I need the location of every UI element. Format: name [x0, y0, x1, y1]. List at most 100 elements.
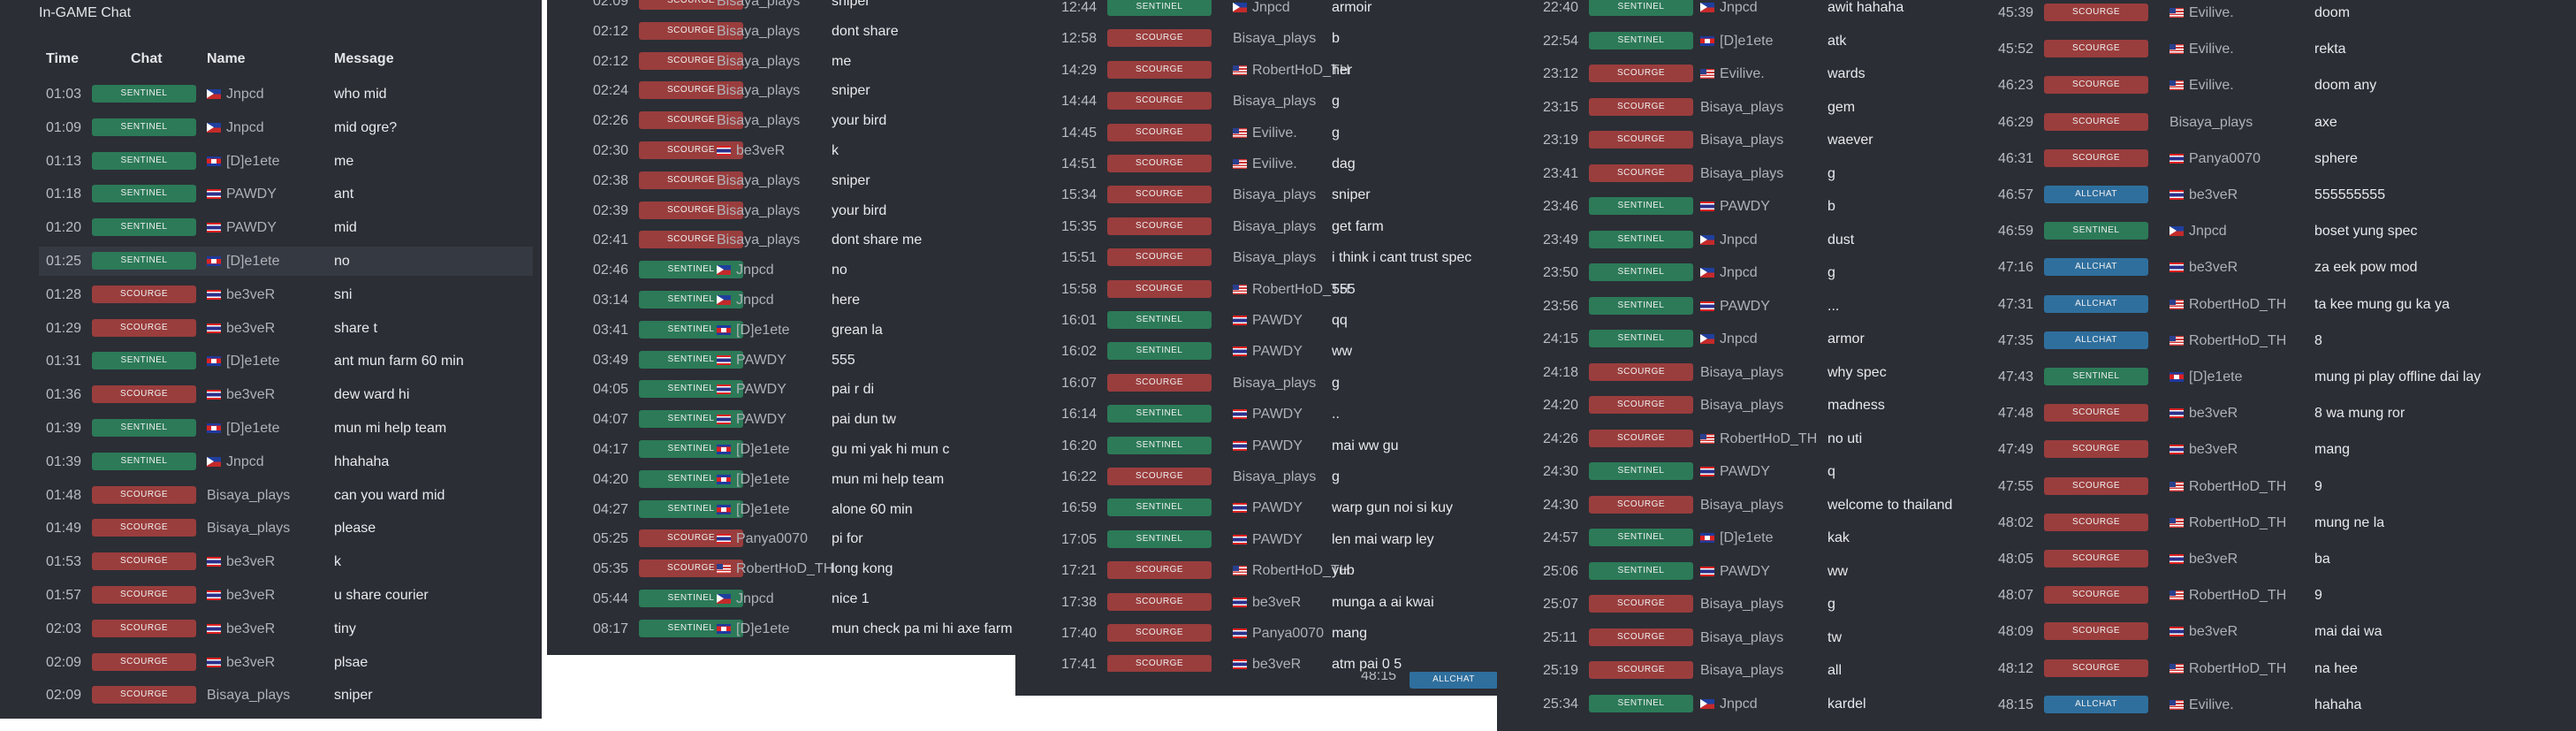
- player-name[interactable]: RobertHoD_TH: [2189, 588, 2287, 604]
- player-name[interactable]: Jnpcd: [1720, 232, 1758, 247]
- player-name[interactable]: [D]e1ete: [226, 153, 280, 169]
- player-name[interactable]: Jnpcd: [226, 87, 264, 102]
- player-name[interactable]: PAWDY: [1252, 531, 1303, 547]
- player-name[interactable]: Bisaya_plays: [1700, 398, 1784, 413]
- chat-row[interactable]: 23:56 SENTINEL PAWDY...: [1536, 292, 1943, 321]
- chat-row[interactable]: 01:31 SENTINEL [D]e1ete ant mun farm 60 min: [39, 346, 533, 376]
- chat-row[interactable]: 25:11 SCOURGE Bisaya_plays tw: [1536, 623, 1943, 652]
- chat-row[interactable]: 01:18 SENTINEL PAWDY ant: [39, 179, 533, 209]
- chat-row[interactable]: 46:23 SCOURGE Evilive. doom any: [1991, 71, 2567, 100]
- player-name[interactable]: Evilive.: [1252, 156, 1297, 171]
- player-name[interactable]: Evilive.: [1720, 66, 1765, 81]
- chat-row[interactable]: 24:18 SCOURGE Bisaya_plays why spec: [1536, 358, 1943, 387]
- chat-row[interactable]: 02:09 SCOURGE be3veR plsae: [39, 648, 533, 677]
- player-name[interactable]: PAWDY: [1720, 464, 1770, 479]
- chat-row[interactable]: 16:20 SENTINEL PAWDY mai ww gu: [1054, 431, 1488, 461]
- player-name[interactable]: Jnpcd: [226, 453, 264, 469]
- player-name[interactable]: PAWDY: [226, 220, 277, 236]
- chat-row[interactable]: 03:41 SENTINEL [D]e1ete grean la: [586, 316, 1007, 345]
- player-name[interactable]: Bisaya_plays: [717, 232, 801, 248]
- chat-row[interactable]: 48:07 SCOURGE RobertHoD_TH 9: [1991, 581, 2567, 610]
- player-name[interactable]: RobertHoD_TH: [1252, 563, 1350, 579]
- player-name[interactable]: Bisaya_plays: [1700, 497, 1784, 513]
- chat-row[interactable]: 25:19 SCOURGE Bisaya_plays all: [1536, 656, 1943, 685]
- chat-row[interactable]: 02:38 SCOURGE Bisaya_plays sniper: [586, 166, 1007, 195]
- chat-row[interactable]: 16:59 SENTINEL PAWDY warp gun noi si kuy: [1054, 493, 1488, 522]
- chat-row[interactable]: 47:55 SCOURGE RobertHoD_TH 9: [1991, 472, 2567, 501]
- player-name[interactable]: Evilive.: [2189, 42, 2234, 57]
- chat-row[interactable]: 16:22 SCOURGE Bisaya_plays g: [1054, 462, 1488, 491]
- player-name[interactable]: Jnpcd: [2189, 224, 2227, 240]
- player-name[interactable]: Jnpcd: [736, 263, 774, 278]
- player-name[interactable]: PAWDY: [1252, 313, 1303, 328]
- chat-row[interactable]: 08:17 SENTINEL [D]e1ete mun check pa mi hi …: [586, 614, 1015, 643]
- player-name[interactable]: be3veR: [226, 387, 276, 403]
- player-name[interactable]: be3veR: [226, 621, 276, 636]
- chat-row[interactable]: 01:29 SCOURGE be3veR share t: [39, 314, 533, 343]
- chat-row[interactable]: 01:36 SCOURGE be3veR dew ward hi: [39, 380, 533, 409]
- player-name[interactable]: be3veR: [226, 320, 276, 336]
- chat-row[interactable]: 48:12 SCOURGE RobertHoD_TH na hee: [1991, 654, 2567, 683]
- player-name[interactable]: Bisaya_plays: [1233, 94, 1317, 110]
- chat-row[interactable]: 22:40 SENTINEL Jnpcd awit hahaha: [1536, 0, 1943, 22]
- chat-row[interactable]: 14:45 SCOURGE Evilive. g: [1054, 118, 1488, 148]
- chat-row[interactable]: 25:07 SCOURGE Bisaya_plays g: [1536, 590, 1943, 619]
- chat-row[interactable]: 16:02 SENTINEL PAWDY ww: [1054, 337, 1488, 366]
- chat-row[interactable]: 24:20 SCOURGE Bisaya_plays madness: [1536, 391, 1943, 420]
- player-name[interactable]: Panya0070: [2189, 150, 2261, 166]
- chat-row[interactable]: 16:14 SENTINEL PAWDY..: [1054, 400, 1488, 429]
- player-name[interactable]: Bisaya_plays: [1700, 364, 1784, 380]
- chat-row[interactable]: 47:49 SCOURGE be3veR mang: [1991, 435, 2567, 464]
- player-name[interactable]: Bisaya_plays: [1233, 187, 1317, 203]
- chat-row[interactable]: 02:03 SCOURGE be3veR tiny: [39, 614, 533, 643]
- player-name[interactable]: be3veR: [1252, 657, 1302, 672]
- chat-row[interactable]: 02:24 SCOURGE Bisaya_plays sniper: [586, 76, 1007, 105]
- chat-row[interactable]: 23:49 SENTINEL Jnpcd dust: [1536, 225, 1943, 255]
- player-name[interactable]: Jnpcd: [1720, 696, 1758, 712]
- chat-row[interactable]: 46:31 SCOURGE Panya0070 sphere: [1991, 144, 2567, 173]
- player-name[interactable]: PAWDY: [1252, 344, 1303, 360]
- chat-row[interactable]: 01:09 SENTINEL Jnpcd mid ogre?: [39, 113, 533, 142]
- player-name[interactable]: Bisaya_plays: [717, 23, 801, 39]
- player-name[interactable]: [D]e1ete: [736, 322, 790, 338]
- chat-row[interactable]: 45:52 SCOURGE Evilive. rekta: [1991, 34, 2567, 64]
- chat-row[interactable]: 24:30 SCOURGE Bisaya_plays welcome to thail…: [1536, 491, 1952, 520]
- player-name[interactable]: be3veR: [226, 554, 276, 570]
- chat-row[interactable]: 01:53 SCOURGE be3veR k: [39, 547, 533, 576]
- player-name[interactable]: PAWDY: [1720, 199, 1770, 214]
- player-name[interactable]: Evilive.: [2189, 697, 2234, 712]
- player-name[interactable]: Bisaya_plays: [1233, 469, 1317, 484]
- player-name[interactable]: Jnpcd: [1720, 0, 1758, 15]
- player-name[interactable]: [D]e1ete: [736, 471, 790, 487]
- chat-row[interactable]: 48:15 ALLCHAT Evilive. hahaha: [1991, 690, 2567, 720]
- chat-row[interactable]: 04:27 SENTINEL [D]e1ete alone 60 min: [586, 495, 1007, 524]
- player-name[interactable]: be3veR: [2189, 624, 2238, 640]
- player-name[interactable]: Jnpcd: [226, 119, 264, 135]
- player-name[interactable]: Bisaya_plays: [1700, 165, 1784, 181]
- player-name[interactable]: PAWDY: [736, 382, 786, 398]
- player-name[interactable]: RobertHoD_TH: [2189, 332, 2287, 348]
- chat-row[interactable]: 17:38 SCOURGE be3veR munga a ai kwai: [1054, 588, 1488, 617]
- player-name[interactable]: RobertHoD_TH: [2189, 478, 2287, 494]
- chat-row[interactable]: 22:54 SENTINEL [D]e1ete atk: [1536, 27, 1943, 56]
- chat-row[interactable]: 01:13 SENTINEL [D]e1ete me: [39, 147, 533, 176]
- player-name[interactable]: [D]e1ete: [736, 501, 790, 517]
- player-name[interactable]: Bisaya_plays: [207, 487, 291, 503]
- chat-row[interactable]: 01:57 SCOURGE be3veR u share courier: [39, 581, 533, 610]
- chat-row[interactable]: 16:07 SCOURGE Bisaya_plays g: [1054, 369, 1488, 398]
- chat-row[interactable]: 48:09 SCOURGE be3veR mai dai wa: [1991, 617, 2567, 646]
- player-name[interactable]: RobertHoD_TH: [2189, 296, 2287, 312]
- chat-row[interactable]: 05:35 SCOURGE RobertHoD_TH long kong: [586, 554, 1007, 583]
- chat-row[interactable]: 04:07 SENTINEL PAWDY pai dun tw: [586, 405, 1007, 434]
- player-name[interactable]: PAWDY: [1252, 438, 1303, 453]
- chat-row[interactable]: 25:06 SENTINEL PAWDY ww: [1536, 557, 1943, 586]
- chat-row[interactable]: 24:26 SCOURGE RobertHoD_TH no uti: [1536, 424, 1943, 453]
- player-name[interactable]: be3veR: [2189, 187, 2238, 202]
- chat-row[interactable]: 25:34 SENTINEL Jnpcd kardel: [1536, 689, 1943, 719]
- chat-row[interactable]: 02:12 SCOURGE Bisaya_plays dont share: [586, 17, 1007, 46]
- player-name[interactable]: [D]e1ete: [226, 254, 280, 269]
- chat-row[interactable]: 23:15 SCOURGE Bisaya_plays gem: [1536, 93, 1943, 122]
- chat-row[interactable]: 15:35 SCOURGE Bisaya_plays get farm: [1054, 212, 1488, 241]
- player-name[interactable]: RobertHoD_TH: [736, 561, 834, 577]
- chat-row[interactable]: 47:31 ALLCHAT RobertHoD_TH ta kee mung gu k…: [1991, 290, 2567, 319]
